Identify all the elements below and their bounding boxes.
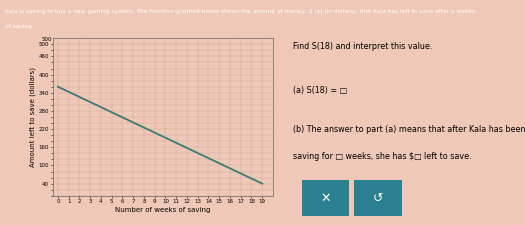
- Text: ✕: ✕: [320, 191, 331, 205]
- Text: Kala is saving to buy a new gaming system. The function graphed below shows the : Kala is saving to buy a new gaming syste…: [5, 9, 475, 14]
- Text: of saving.: of saving.: [5, 25, 34, 29]
- X-axis label: Number of weeks of saving: Number of weeks of saving: [115, 207, 211, 213]
- Text: 500: 500: [42, 37, 52, 42]
- Text: (b) The answer to part (a) means that after Kala has been: (b) The answer to part (a) means that af…: [293, 125, 525, 134]
- Text: Find S(18) and interpret this value.: Find S(18) and interpret this value.: [293, 42, 433, 51]
- Y-axis label: Amount left to save (dollars): Amount left to save (dollars): [29, 67, 36, 167]
- Text: (a) S(18) = □: (a) S(18) = □: [293, 86, 347, 95]
- Text: ↺: ↺: [373, 191, 383, 205]
- Text: saving for □ weeks, she has $□ left to save.: saving for □ weeks, she has $□ left to s…: [293, 152, 472, 161]
